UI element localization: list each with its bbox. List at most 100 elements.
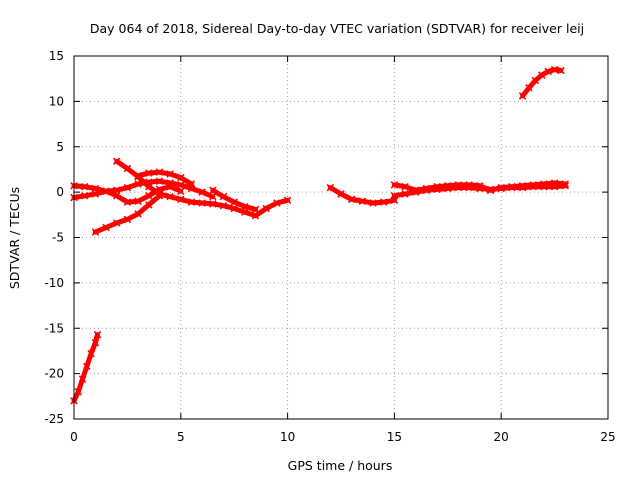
- data-point: [144, 169, 153, 177]
- data-point: [444, 182, 452, 190]
- data-point: [91, 184, 100, 193]
- y-axis-label: SDTVAR / TECUs: [7, 187, 22, 289]
- data-point: [422, 184, 431, 193]
- series-trace: [134, 168, 196, 188]
- y-tick-label: -15: [44, 321, 64, 335]
- data-point: [337, 190, 345, 198]
- grid: [74, 56, 608, 419]
- y-tick-label: -20: [44, 367, 64, 381]
- data-point: [433, 182, 441, 191]
- data-point: [241, 208, 249, 216]
- data-point: [358, 197, 367, 205]
- x-tick-label: 20: [494, 430, 509, 444]
- series-trace: [91, 191, 164, 236]
- y-tick-label: 5: [56, 140, 64, 154]
- data-point: [230, 198, 238, 206]
- data-point: [102, 223, 110, 232]
- series-trace: [70, 182, 185, 206]
- x-tick-label: 10: [280, 430, 295, 444]
- data-point: [209, 192, 217, 201]
- y-tick-label: -10: [44, 276, 64, 290]
- data-point: [486, 186, 495, 195]
- data-point: [550, 65, 559, 74]
- data-point: [187, 180, 196, 188]
- data-point: [561, 180, 570, 188]
- data-point: [80, 191, 89, 200]
- data-point: [187, 198, 196, 206]
- data-point: [144, 201, 153, 209]
- data-point: [87, 349, 95, 358]
- data-point: [80, 182, 89, 191]
- data-point: [518, 182, 527, 190]
- data-point: [123, 215, 132, 224]
- data-point: [465, 181, 473, 189]
- data-point: [497, 183, 505, 192]
- data-point: [83, 362, 91, 371]
- series-band: [520, 67, 564, 99]
- chart-title: Day 064 of 2018, Sidereal Day-to-day VTE…: [90, 21, 584, 36]
- data-point: [241, 202, 249, 211]
- data-point: [390, 181, 399, 189]
- series-trace: [518, 65, 565, 100]
- data-point: [166, 192, 174, 201]
- data-point: [112, 219, 121, 227]
- data-point: [411, 186, 420, 195]
- data-point: [557, 66, 565, 75]
- y-tick-label: 10: [49, 94, 64, 108]
- data-point: [155, 177, 164, 186]
- data-point: [74, 388, 83, 396]
- data-point: [102, 187, 110, 195]
- data-point: [283, 196, 292, 205]
- data-points: [70, 65, 570, 405]
- x-axis-label: GPS time / hours: [288, 458, 393, 473]
- data-point: [401, 190, 409, 198]
- data-point: [198, 188, 206, 196]
- data-point: [177, 187, 185, 195]
- data-point: [538, 71, 546, 79]
- data-point: [454, 181, 463, 189]
- data-point: [347, 195, 356, 204]
- data-point: [251, 211, 260, 220]
- data-point: [177, 181, 185, 189]
- series-trace: [326, 183, 399, 207]
- data-point: [390, 191, 399, 200]
- data-point: [379, 198, 388, 206]
- y-tick-label: -5: [52, 231, 64, 245]
- data-point: [369, 199, 377, 207]
- data-point: [262, 204, 271, 213]
- x-tick-label: 5: [177, 430, 185, 444]
- data-point: [144, 182, 153, 191]
- data-point: [401, 182, 409, 191]
- data-point: [177, 195, 185, 204]
- y-tick-label: 15: [49, 49, 64, 63]
- data-point: [550, 179, 559, 187]
- data-point: [144, 191, 153, 200]
- data-point: [531, 76, 540, 85]
- data-point: [78, 375, 87, 383]
- data-point: [230, 204, 238, 213]
- data-point: [209, 200, 217, 208]
- data-point: [326, 183, 335, 192]
- data-point: [112, 191, 121, 200]
- data-point: [525, 83, 533, 92]
- data-point: [219, 192, 228, 201]
- data-point: [91, 228, 100, 236]
- data-point: [155, 168, 164, 176]
- data-point: [155, 190, 164, 198]
- data-point: [544, 67, 552, 76]
- data-point: [529, 181, 538, 189]
- data-point: [177, 173, 185, 182]
- y-tick-label: -25: [44, 412, 64, 426]
- series-trace: [390, 179, 570, 195]
- data-point: [123, 183, 132, 192]
- series-trace: [70, 330, 102, 405]
- data-point: [508, 182, 516, 191]
- x-tick-label: 25: [600, 430, 615, 444]
- y-tick-label: 0: [56, 185, 64, 199]
- data-point: [123, 198, 132, 206]
- data-point: [209, 186, 217, 195]
- x-tick-label: 15: [387, 430, 402, 444]
- data-point: [273, 199, 281, 207]
- data-point: [219, 201, 228, 210]
